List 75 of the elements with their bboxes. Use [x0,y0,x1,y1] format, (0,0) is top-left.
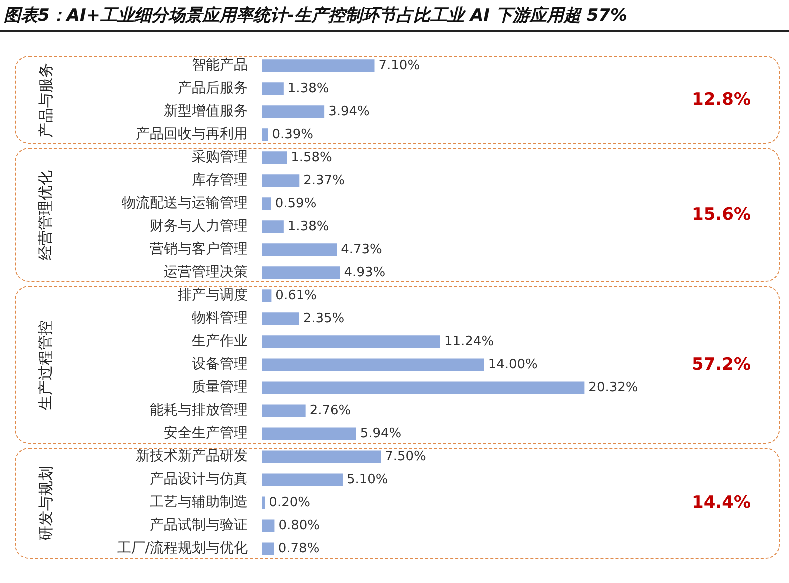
y-tick-label: 库存管理 [192,172,248,189]
bar [262,336,440,348]
bar [262,428,356,440]
bar [262,450,382,464]
y-tick-label: 能耗与排放管理 [150,402,248,419]
bar [262,404,306,418]
y-tick-label: 智能产品 [192,58,248,74]
data-label: 20.32% [588,380,638,396]
bar [262,220,284,234]
data-label: 14.00% [488,357,538,372]
text: 12.8% [692,90,751,110]
y-tick-label: 营销与客户管理 [150,242,248,258]
bar [262,496,266,510]
text: 57.2% [692,355,751,376]
data-label: 7.50% [385,449,426,464]
data-label: 1.38% [288,219,330,234]
bar [262,266,340,280]
y-tick-label: 设备管理 [192,356,248,373]
data-label: 0.80% [278,518,320,534]
text: 产品与服务 [36,62,56,138]
bar [262,60,375,72]
data-label: 11.24% [444,334,494,350]
y-tick-label: 物流配送与运输管理 [122,196,248,212]
data-label: 0.59% [275,196,317,212]
y-tick-label: 产品试制与验证 [150,518,248,534]
y-tick-label: 运营管理决策 [164,264,248,281]
y-tick-label: 排产与调度 [178,288,248,304]
text: 生产过程管控 [36,320,56,410]
data-label: 0.20% [269,495,310,510]
data-label: 1.58% [291,150,332,166]
bar [262,312,300,326]
y-tick-label: 产品回收与再利用 [136,126,248,143]
bar [262,198,272,210]
data-label: 1.38% [288,81,330,96]
text: 15.6% [692,205,751,226]
bar [262,520,275,532]
y-tick-label: 产品后服务 [178,80,248,97]
data-label: 2.35% [303,311,345,326]
bar [262,382,585,394]
bar [262,152,288,164]
y-tick-label: 产品设计与仿真 [150,472,248,488]
data-label: 4.93% [344,265,386,280]
data-label: 5.10% [346,472,388,488]
y-tick-label: 生产作业 [192,334,248,350]
bar [262,244,338,256]
y-tick-label: 新型增值服务 [164,104,248,120]
y-tick-label: 工厂/流程规划与优化 [117,540,248,557]
bar [262,290,272,302]
y-tick-label: 财务与人力管理 [150,218,248,235]
data-label: 2.76% [310,403,352,418]
y-tick-label: 采购管理 [192,150,248,166]
bar [262,128,268,142]
bar [262,358,484,372]
y-tick-label: 安全生产管理 [164,426,248,442]
y-tick-label: 质量管理 [192,380,248,396]
data-label: 7.10% [378,58,420,74]
data-label: 4.73% [341,242,382,258]
text: 14.4% [692,493,751,514]
data-label: 0.61% [276,288,317,304]
data-label: 2.37% [304,173,345,188]
text: 研发与规划 [36,466,56,541]
data-label: 3.94% [328,104,370,120]
data-label: 5.94% [360,426,402,442]
y-tick-label: 物料管理 [192,310,248,327]
y-tick-label: 工艺与辅助制造 [150,494,248,511]
bar [262,82,284,96]
bar [262,542,274,556]
bar [262,106,325,118]
bar [262,474,343,486]
chart-title: 图表5：AI+工业细分场景应用率统计-生产控制环节占比工业 AI 下游应用超 57% [4,5,628,27]
data-label: 0.39% [272,127,314,142]
data-label: 0.78% [278,541,320,556]
y-tick-label: 新技术新产品研发 [136,448,248,465]
bar [262,174,300,188]
text: 经营管理优化 [36,170,56,260]
